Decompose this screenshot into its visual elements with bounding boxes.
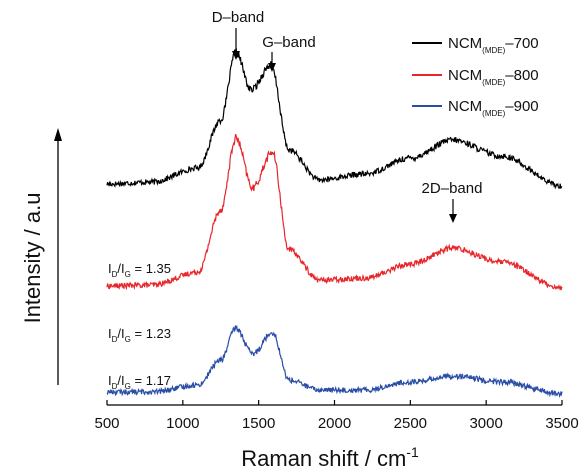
legend-name-base: NCM [448, 67, 482, 84]
ratio-label-700: ID/IG = 1.35 [108, 261, 171, 279]
series-line [106, 48, 563, 190]
ratio-mid: /I [117, 261, 124, 276]
ratio-sub-g: G [125, 382, 131, 391]
x-tick-label: 1000 [166, 415, 199, 432]
two-d-band-label: 2D–band [422, 180, 483, 197]
legend-label: NCM(MDE)–700 [448, 35, 539, 55]
two-d-band-arrowhead [449, 214, 457, 223]
legend-label: NCM(MDE)–900 [448, 98, 539, 118]
ratio-mid: /I [117, 373, 124, 388]
y-axis [54, 128, 62, 385]
legend-name-sub: (MDE) [482, 109, 505, 118]
legend-name-base: NCM [448, 35, 482, 52]
g-band-label: G–band [262, 34, 315, 51]
x-axis-label-superscript: -1 [406, 444, 419, 460]
y-axis-label: Intensity / a.u [20, 193, 45, 324]
ratio-prefix: I [108, 261, 112, 276]
legend-name-base: NCM [448, 98, 482, 115]
legend-item-700: NCM(MDE)–700 [412, 35, 539, 55]
ratio-label-900: ID/IG = 1.17 [108, 373, 171, 391]
ratio-prefix: I [108, 373, 112, 388]
series-line [106, 325, 563, 398]
x-axis-label-text: Raman shift / cm [241, 446, 406, 471]
ratio-mid: /I [117, 326, 124, 341]
legend: NCM(MDE)–700 NCM(MDE)–800 NCM(MDE)–900 [412, 35, 539, 118]
legend-label: NCM(MDE)–800 [448, 67, 539, 87]
x-tick-label: 2000 [318, 415, 351, 432]
ratio-value: = 1.23 [131, 326, 171, 341]
ratio-label-800: ID/IG = 1.23 [108, 326, 171, 344]
ratio-labels: ID/IG = 1.35 ID/IG = 1.23 ID/IG = 1.17 [108, 261, 171, 391]
legend-name-sub: (MDE) [482, 78, 505, 87]
legend-item-800: NCM(MDE)–800 [412, 67, 539, 87]
ratio-sub-g: G [125, 335, 131, 344]
legend-item-900: NCM(MDE)–900 [412, 98, 539, 118]
x-tick-label: 2500 [394, 415, 427, 432]
series-layer [106, 48, 563, 398]
ratio-sub-d: D [112, 382, 118, 391]
legend-name-sub: (MDE) [482, 46, 505, 55]
ratio-value: = 1.35 [131, 261, 171, 276]
legend-name-suffix: –800 [505, 67, 538, 84]
series-line [106, 134, 563, 291]
y-axis-arrowhead [54, 128, 62, 141]
ratio-prefix: I [108, 326, 112, 341]
band-annotations: D–band G–band 2D–band [212, 9, 483, 223]
ratio-sub-d: D [112, 270, 118, 279]
d-band-label: D–band [212, 9, 265, 26]
ratio-sub-g: G [125, 270, 131, 279]
d-band-arrowhead [232, 51, 240, 60]
x-tick-label: 1500 [242, 415, 275, 432]
x-tick-label: 3000 [469, 415, 502, 432]
legend-name-suffix: –900 [505, 98, 538, 115]
x-axis-label: Raman shift / cm-1 [241, 444, 419, 471]
legend-name-suffix: –700 [505, 35, 538, 52]
x-tick-label: 500 [94, 415, 119, 432]
g-band-arrowhead [268, 63, 276, 72]
x-axis-ticks: 500 1000 1500 2000 2500 3000 3500 [94, 400, 579, 432]
ratio-sub-d: D [112, 335, 118, 344]
x-tick-label: 3500 [545, 415, 578, 432]
ratio-value: = 1.17 [131, 373, 171, 388]
